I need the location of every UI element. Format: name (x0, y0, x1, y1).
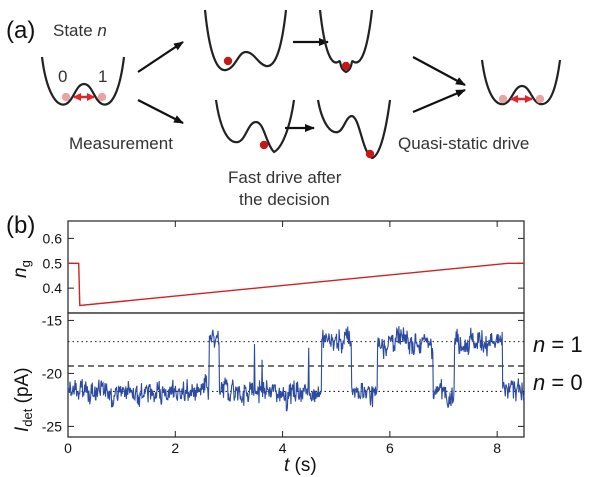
xtick-label-4: 8 (493, 440, 501, 456)
idet-trace (67, 326, 525, 412)
double-well-lower-2 (316, 99, 392, 160)
xtick-label-1: 2 (171, 440, 179, 456)
state-1-label: 1 (98, 67, 107, 86)
state-0-label: 0 (58, 67, 67, 86)
xtick-label-2: 4 (279, 440, 287, 456)
reference-lines (68, 341, 524, 392)
state-label: State n (53, 21, 107, 40)
idet-ytick-label-1: -20 (42, 365, 62, 381)
ng-plot: 0.6 0.5 0.4 ng (10, 220, 525, 314)
arrow-lower-to-final (412, 88, 466, 114)
idet-plot: -15 -20 -25 0 2 4 6 8 Idet (pA) t (s) (12, 221, 525, 476)
double-well-upper-1 (203, 9, 288, 72)
ng-ytick-label-2: 0.4 (43, 280, 63, 296)
ng-y-ticks: 0.6 0.5 0.4 (43, 230, 524, 296)
panel-b-label: (b) (6, 212, 35, 239)
xtick-label-3: 6 (386, 440, 394, 456)
level-n1-label: n = 1 (533, 332, 583, 357)
idet-ytick-label-0: -15 (42, 312, 62, 328)
time-axis-label: t (s) (284, 455, 317, 476)
panel-a-label: (a) (6, 17, 35, 44)
double-well-upper-2 (318, 9, 374, 74)
arrow-to-upper-branch (137, 41, 184, 73)
xtick-label-0: 0 (64, 440, 72, 456)
measurement-label: Measurement (69, 134, 173, 153)
double-well-initial: 0 1 (40, 56, 126, 106)
panel-b: (b) 0.6 0.5 0.4 ng -15 -20 -25 0 2 4 6 8 Idet (p… (6, 212, 583, 476)
idet-ytick-label-2: -25 (42, 418, 62, 434)
level-n0-label: n = 0 (533, 370, 583, 395)
ng-ytick-label-0: 0.6 (43, 230, 63, 246)
particle-right (97, 92, 107, 102)
ng-plot-frame (67, 220, 525, 314)
quasi-static-label: Quasi-static drive (398, 134, 529, 153)
double-well-final (480, 59, 562, 106)
fast-drive-label-1: Fast drive after (228, 168, 342, 187)
ng-ytick-label-1: 0.5 (43, 255, 63, 271)
particle-lower-2 (365, 149, 375, 159)
idet-y-ticks: -15 -20 -25 (42, 312, 524, 434)
fast-drive-label-2: the decision (239, 190, 330, 209)
particle-upper-2 (341, 61, 351, 71)
particle-lower-1 (259, 140, 269, 150)
particle-left (61, 92, 71, 102)
particle-final-left (498, 94, 508, 104)
idet-plot-frame (67, 312, 525, 438)
idet-axis-label: Idet (pA) (12, 367, 35, 432)
x-ticks: 0 2 4 6 8 (64, 221, 501, 456)
arrow-upper-to-final (412, 56, 466, 86)
double-well-lower-1 (214, 99, 296, 154)
arrow-to-lower-branch (137, 99, 184, 124)
ng-trace (68, 262, 524, 307)
ng-axis-label: ng (10, 260, 33, 278)
particle-final-right (535, 94, 545, 104)
panel-a: (a) State n 0 1 (6, 9, 562, 209)
particle-upper-1 (223, 56, 233, 66)
